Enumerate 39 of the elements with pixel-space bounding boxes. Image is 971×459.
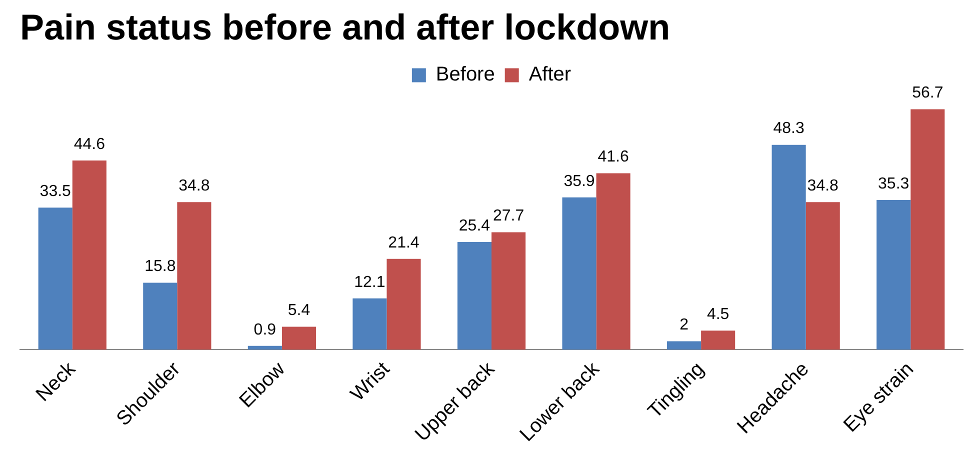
data-label: 27.7 [492, 208, 524, 225]
data-label: 15.8 [144, 258, 176, 276]
data-label: 56.7 [912, 84, 944, 102]
data-label: 33.5 [40, 183, 72, 200]
bar [772, 144, 806, 350]
bar [492, 232, 526, 350]
chart-title: Pain status before and after lockdown [20, 6, 670, 48]
bar [562, 197, 596, 350]
data-label: 48.3 [773, 120, 804, 138]
bar [806, 202, 840, 350]
legend-label: After [528, 64, 572, 86]
data-label: 12.1 [354, 274, 386, 291]
data-label: 0.9 [254, 321, 276, 338]
data-label: 2 [680, 316, 689, 334]
data-label: 34.8 [807, 178, 839, 194]
bar [667, 341, 702, 350]
data-label: 35.3 [878, 175, 910, 192]
bar [143, 282, 178, 350]
bar [910, 109, 945, 350]
bar [248, 346, 282, 350]
data-label: 35.9 [564, 172, 595, 190]
data-label: 5.4 [288, 302, 310, 320]
bar [72, 160, 106, 350]
bar [352, 298, 387, 350]
bar [457, 242, 492, 350]
bar [38, 208, 72, 350]
bar [177, 202, 212, 350]
bar [596, 173, 630, 350]
bar [282, 326, 316, 350]
data-label: 34.8 [178, 178, 210, 194]
data-label: 25.4 [458, 217, 490, 234]
bar [701, 330, 736, 350]
legend-label: Before [436, 64, 495, 86]
data-label: 44.6 [74, 136, 106, 153]
data-label: 4.5 [706, 306, 730, 324]
data-label: 21.4 [388, 234, 420, 252]
bar [386, 258, 421, 350]
bar [876, 200, 911, 350]
data-label: 41.6 [598, 148, 629, 166]
